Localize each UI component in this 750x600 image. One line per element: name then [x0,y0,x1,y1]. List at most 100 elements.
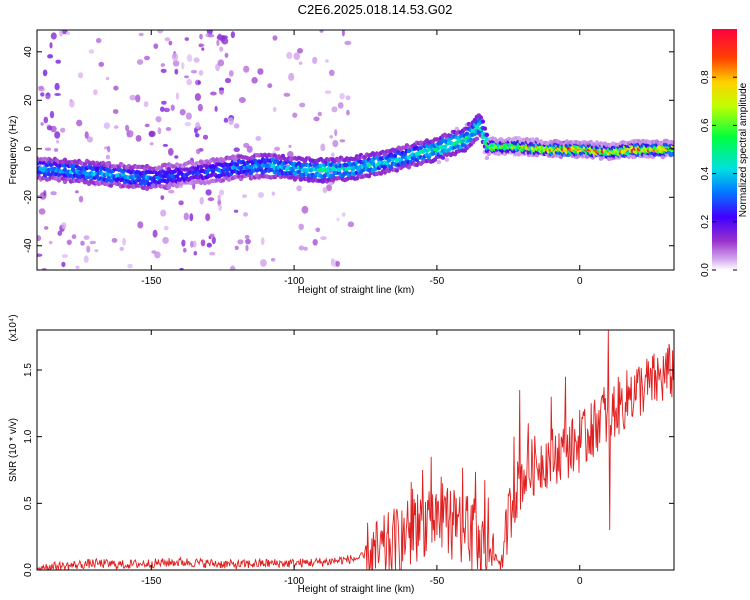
spectrogram-ridge-cell [482,126,488,131]
spectrogram-noise-cell [171,52,179,61]
spectrogram-noise-cell [336,217,340,222]
spectrogram-noise-cell [202,134,209,140]
spectrogram-noise-cell [184,37,189,41]
spectrogram-ridge-cell [670,140,674,145]
spectrogram-noise-cell [257,192,265,198]
spectrogram-noise-cell [162,236,169,244]
colorbar-tick-label: 0.6 [700,118,711,132]
spectrogram-noise-cell [42,69,48,77]
spectrogram-noise-cell [293,52,301,60]
spectrogram-noise-cell [207,33,215,38]
x-tick-label: 0 [577,576,583,587]
spectrogram-noise-cell [325,59,329,63]
spectrogram-noise-cell [78,72,84,79]
spectrogram-noise-cell [41,267,47,270]
spectrogram-noise-cell [197,80,201,85]
spectrogram-noise-cell [324,90,332,94]
spectrogram-noise-cell [168,189,175,194]
spectrogram-noise-cell [331,152,335,157]
spectrogram-noise-cell [103,122,111,129]
spectrogram-noise-cell [255,136,262,141]
spectrogram-noise-cell [80,240,85,246]
spectrogram-noise-cell [46,125,53,131]
spectrogram-noise-cell [190,69,198,74]
spectrogram-noise-cell [163,107,170,113]
x-tick-label: -100 [284,576,304,587]
spectrogram-noise-cell [243,65,250,73]
spectrogram-ridge-cell [442,144,448,150]
spectrogram-noise-cell [339,93,345,100]
spectrogram-noise-cell [297,48,303,54]
spectrogram-noise-cell [86,136,93,143]
spectrogram-noise-cell [143,101,149,108]
spectrogram-noise-cell [50,191,57,196]
spectrogram-noise-cell [332,140,339,148]
spectrogram-noise-cell [95,37,102,44]
spectrogram-ridge-cell [454,126,460,131]
spectrogram-noise-cell [228,117,235,126]
spectrogram-noise-cell [40,92,45,97]
spectrogram-noise-cell [326,184,332,192]
spectrogram-ridge-cell [232,157,238,163]
colorbar-ticks: 0.0 0.2 0.4 0.6 0.8 [700,70,737,277]
spectrogram-ridge-cell [516,136,522,141]
spectrogram-ridge-cell [164,170,170,175]
spectrogram-noise-cell [228,70,234,77]
spectrogram-cells [37,30,674,270]
spectrogram-x-label: Height of straight line (km) [298,285,415,296]
y-tick-label: 40 [23,46,34,58]
spectrogram-noise-cell [286,51,293,60]
spectrogram-noise-cell [319,30,324,33]
spectrogram-noise-cell [126,129,130,138]
spectrogram-noise-cell [207,197,215,202]
spectrogram-noise-cell [312,56,318,64]
spectrogram-noise-cell [287,151,294,158]
spectrogram-noise-cell [272,35,278,41]
spectrogram-noise-cell [267,83,273,89]
snr-x-ticks: -150 -100 -50 0 [141,330,583,587]
spectrogram-noise-cell [183,248,187,253]
spectrogram-noise-cell [214,105,218,112]
spectrogram-noise-cell [192,240,197,248]
spectrogram-noise-cell [66,239,72,246]
snr-y-multiplier: (x10⁴) [8,314,19,341]
spectrogram-noise-cell [315,227,321,233]
spectrogram-noise-cell [53,148,59,152]
spectrogram-noise-cell [61,254,68,258]
spectrogram-noise-cell [113,85,119,91]
spectrogram-noise-cell [210,91,217,96]
spectrogram-noise-cell [43,116,49,124]
spectrogram-frame [36,29,675,271]
spectrogram-noise-cell [185,112,192,120]
spectrogram-noise-cell [48,240,53,245]
spectrogram-noise-cell [243,212,249,217]
spectrogram-noise-cell [331,106,338,113]
spectrogram-ridge-cell [478,115,484,120]
spectrogram-noise-cell [138,32,144,37]
spectrogram-noise-cell [135,135,142,142]
spectrogram-noise-cell [151,250,157,254]
spectrogram-noise-cell [274,146,281,151]
spectrogram-noise-cell [224,52,229,58]
spectrogram-noise-cell [292,112,298,118]
spectrogram-noise-cell [59,30,63,37]
spectrogram-noise-cell [75,265,80,269]
spectrogram-noise-cell [38,85,44,90]
spectrogram-panel: -150 -100 -50 0 -40 -20 0 20 40 Height of strai… [8,29,675,296]
spectrogram-noise-cell [50,32,57,40]
colorbar-label: Normalized spectral amplitude [738,82,749,217]
y-tick-label: 1.5 [23,363,34,377]
spectrogram-ridge-cell [60,176,66,181]
spectrogram-noise-cell [160,63,165,67]
spectrogram-noise-cell [178,200,184,206]
spectrogram-noise-cell [170,104,175,111]
spectrogram-noise-cell [56,139,60,144]
spectrogram-noise-cell [260,237,265,246]
snr-panel: -150 -100 -50 0 0.0 0.5 1.0 1.5 Height of stra… [8,314,675,595]
spectrogram-noise-cell [69,99,75,108]
spectrogram-noise-cell [219,46,224,52]
spectrogram-noise-cell [55,59,61,64]
spectrogram-ridge-cell [166,185,172,190]
spectrogram-y-ticks: -40 -20 0 20 40 [23,46,674,253]
spectrogram-noise-cell [193,57,200,63]
